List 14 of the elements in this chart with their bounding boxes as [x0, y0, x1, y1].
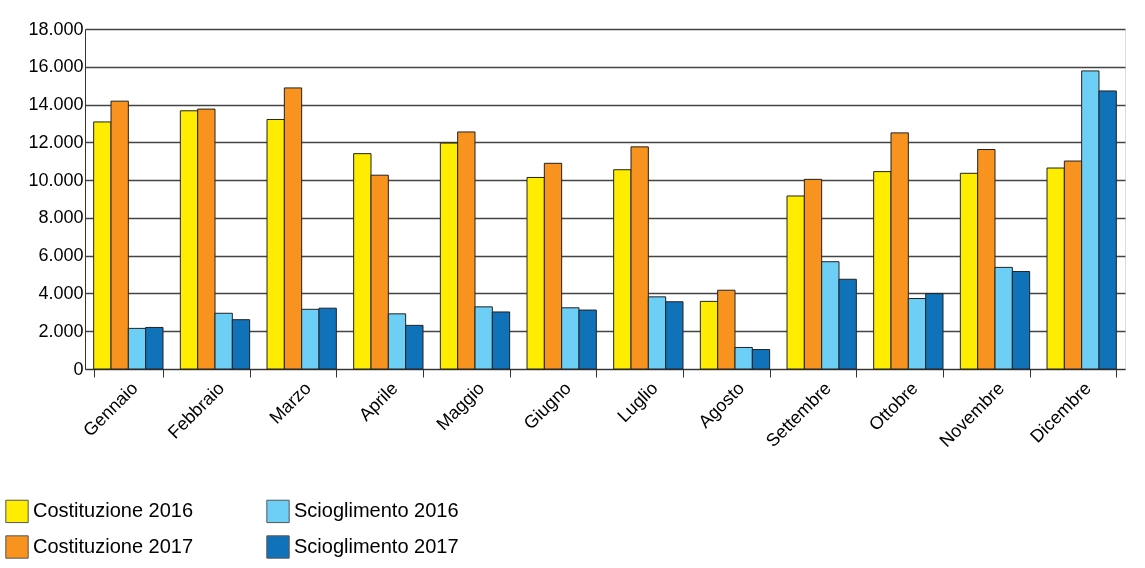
legend-label: Scioglimento 2017	[294, 535, 459, 557]
y-tick-label: 6.000	[38, 245, 84, 266]
legend-label: Costituzione 2017	[33, 535, 194, 557]
y-tick-label: 4.000	[38, 282, 84, 303]
y-tick-label: 10.000	[28, 169, 84, 190]
y-tick-label: 18.000	[28, 18, 84, 39]
y-tick-label: 12.000	[28, 131, 84, 152]
y-tick-label: 0	[73, 358, 84, 379]
y-tick-label: 14.000	[28, 94, 84, 115]
y-tick-label: 8.000	[38, 207, 84, 228]
legend-label: Scioglimento 2016	[294, 499, 459, 522]
y-tick-label: 16.000	[28, 56, 84, 77]
y-tick-label: 2.000	[38, 320, 84, 341]
legend-label: Costituzione 2016	[33, 499, 194, 522]
